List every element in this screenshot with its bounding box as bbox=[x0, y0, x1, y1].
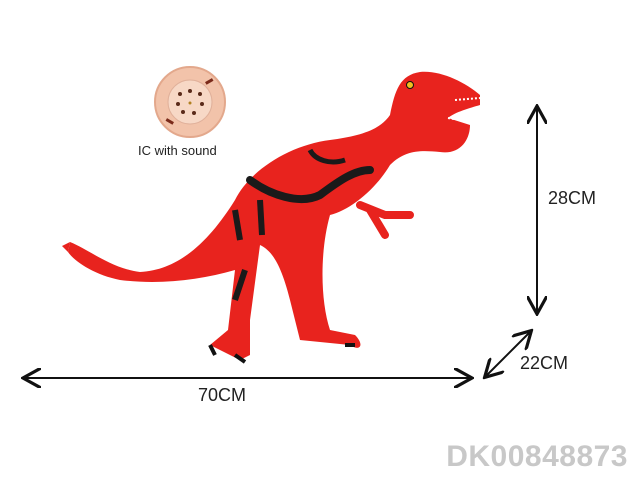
width-arrow bbox=[486, 332, 530, 376]
ic-label: IC with sound bbox=[138, 143, 217, 158]
dinosaur-toy bbox=[62, 71, 481, 364]
width-label: 22CM bbox=[520, 353, 569, 373]
product-code: DK00848873 bbox=[446, 440, 628, 473]
speaker-icon bbox=[154, 66, 226, 138]
length-label: 70CM bbox=[198, 385, 247, 405]
height-label: 28CM bbox=[548, 188, 597, 208]
